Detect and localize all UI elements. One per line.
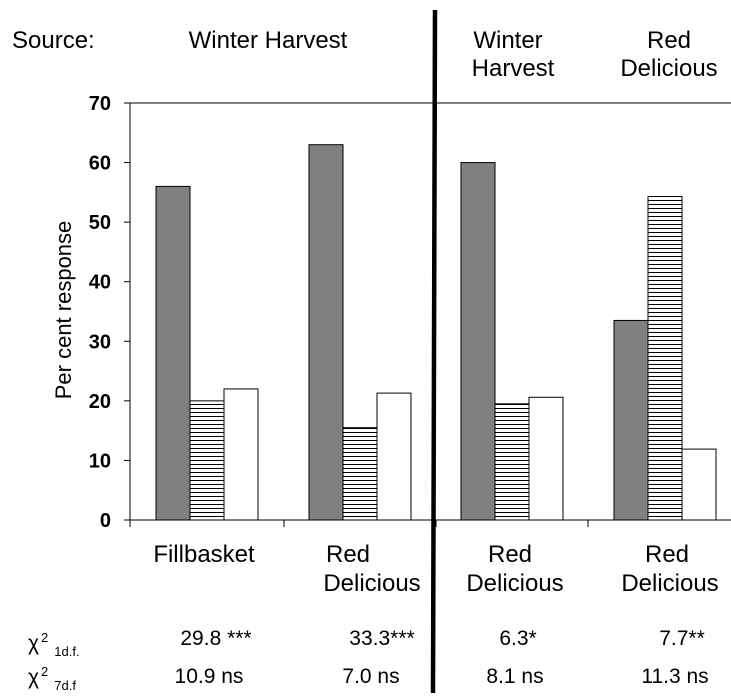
y-tick-label: 40 (89, 272, 111, 294)
y-tick-label: 20 (89, 391, 111, 413)
y-tick-label: 50 (89, 212, 111, 234)
y-tick-label: 30 (89, 331, 111, 353)
bar-hatched-1 (189, 400, 225, 521)
section-divider (430, 9, 438, 694)
chi-1df-label: χ 21d.f. (28, 630, 80, 659)
bar-white-3 (528, 396, 564, 521)
category-label-3-line1: Red (488, 541, 532, 568)
y-tick-label: 0 (100, 510, 111, 532)
bar-gray-1 (155, 185, 191, 521)
category-label-4-line2: Delicious (621, 570, 718, 597)
chi-7df-label: χ 27d.f (28, 664, 76, 693)
chi-7df-value-3: 8.1 ns (486, 665, 543, 688)
category-label-2-line2: Delicious (323, 570, 420, 597)
category-label-3-line2: Delicious (466, 570, 563, 597)
y-ticks: 0 10 20 30 40 50 60 70 (89, 93, 130, 532)
chi-7df-value-2: 7.0 ns (342, 665, 399, 688)
chi-1df-value-4: 7.7** (659, 627, 705, 650)
source-mid-line1: Winter (473, 27, 542, 54)
x-ticks (129, 520, 589, 527)
chi-7df-value-4: 11.3 ns (641, 665, 708, 688)
bar-white-2 (376, 392, 412, 521)
chi-1df-value-3: 6.3* (499, 627, 536, 650)
bar-gray-2 (308, 144, 344, 521)
chi-7df-value-1: 10.9 ns (175, 665, 244, 688)
bar-white-4 (681, 448, 717, 521)
category-label-1: Fillbasket (153, 541, 255, 568)
category-label-2-line1: Red (326, 541, 370, 568)
y-tick-label: 70 (89, 93, 111, 115)
chi-1df-value-1: 29.8 *** (180, 627, 251, 650)
bars (155, 144, 717, 521)
bar-hatched-4 (647, 196, 683, 521)
category-label-4-line1: Red (645, 541, 689, 568)
source-mid-line2: Harvest (472, 55, 555, 82)
y-axis-label: Per cent response (51, 221, 76, 400)
source-right-line1: Red (647, 27, 691, 54)
y-tick-label: 10 (89, 450, 111, 472)
bar-white-1 (223, 388, 259, 521)
bar-gray-3 (460, 162, 496, 521)
chi-1df-value-2: 33.3*** (349, 627, 414, 650)
source-left: Winter Harvest (189, 27, 348, 54)
bar-gray-4 (613, 319, 649, 521)
bar-hatched-2 (342, 427, 378, 521)
source-label: Source: (12, 27, 95, 54)
y-tick-label: 60 (89, 153, 111, 175)
bar-hatched-3 (494, 403, 530, 521)
source-right-line2: Delicious (620, 55, 717, 82)
